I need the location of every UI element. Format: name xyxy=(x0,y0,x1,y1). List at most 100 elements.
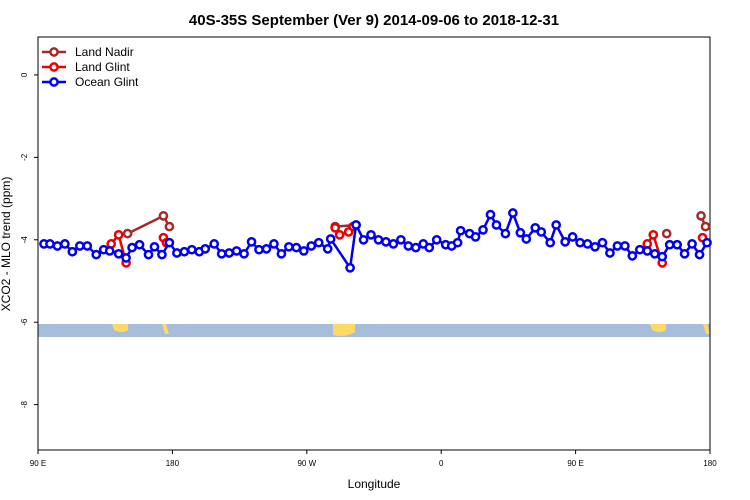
point xyxy=(254,244,264,255)
point xyxy=(164,221,175,232)
point xyxy=(246,237,257,247)
point xyxy=(664,239,675,250)
point xyxy=(388,239,399,249)
point xyxy=(127,242,137,253)
point xyxy=(424,242,435,253)
point xyxy=(702,237,712,248)
point xyxy=(322,244,333,254)
point xyxy=(661,228,672,239)
land xyxy=(162,324,169,334)
ocean-band xyxy=(38,324,710,337)
point xyxy=(642,246,653,256)
point xyxy=(452,237,463,248)
point xyxy=(291,242,302,253)
point xyxy=(82,241,93,251)
point xyxy=(634,244,645,255)
point xyxy=(649,248,660,259)
point xyxy=(597,237,608,248)
y-tick-label: -2 xyxy=(20,153,29,161)
x-tick-label: 180 xyxy=(703,459,717,468)
point xyxy=(134,239,145,250)
legend-marker xyxy=(49,62,59,72)
legend-label: Land Nadir xyxy=(75,45,134,59)
point xyxy=(575,237,585,248)
point xyxy=(104,246,115,256)
point xyxy=(431,234,442,245)
point xyxy=(679,248,690,259)
point xyxy=(45,239,55,249)
point xyxy=(620,241,630,251)
point xyxy=(687,239,697,249)
point xyxy=(149,241,160,252)
point xyxy=(657,251,668,262)
point xyxy=(121,253,131,263)
point xyxy=(470,232,481,242)
point xyxy=(269,239,279,249)
point xyxy=(381,237,391,247)
point xyxy=(694,249,705,260)
point xyxy=(276,248,287,259)
point xyxy=(113,248,124,259)
point xyxy=(179,246,190,257)
y-tick-label: -4 xyxy=(20,236,29,244)
point xyxy=(696,211,706,221)
land xyxy=(703,324,710,334)
point xyxy=(143,249,154,260)
point xyxy=(172,248,182,258)
point xyxy=(590,241,600,252)
point xyxy=(403,241,414,251)
series-line xyxy=(127,214,707,235)
point xyxy=(396,234,406,245)
point xyxy=(627,251,638,261)
point xyxy=(284,241,294,252)
point xyxy=(648,229,659,240)
point xyxy=(545,237,556,248)
point xyxy=(330,222,341,233)
point xyxy=(325,234,336,244)
point xyxy=(536,227,547,237)
point xyxy=(410,242,421,253)
point xyxy=(358,234,369,245)
x-tick-label: 90 E xyxy=(567,459,583,468)
point xyxy=(158,211,169,221)
point xyxy=(122,228,133,239)
point xyxy=(612,241,623,251)
point xyxy=(508,208,518,218)
point xyxy=(298,246,309,256)
point xyxy=(60,239,70,249)
y-axis-label: XCO2 - MLO trend (ppm) xyxy=(0,177,13,312)
point xyxy=(200,244,211,254)
x-tick-label: 90 W xyxy=(297,459,316,468)
point xyxy=(515,227,526,238)
point xyxy=(605,248,615,258)
y-tick-label: -8 xyxy=(20,401,29,409)
point xyxy=(373,234,384,245)
point xyxy=(239,248,249,259)
point xyxy=(491,220,502,230)
legend-marker xyxy=(49,77,59,87)
legend-marker xyxy=(49,47,59,57)
point xyxy=(345,262,355,273)
x-tick-label: 90 E xyxy=(30,459,46,468)
point xyxy=(521,234,532,244)
point xyxy=(186,244,197,255)
point xyxy=(672,239,682,250)
point xyxy=(157,249,167,260)
point xyxy=(700,221,711,232)
point xyxy=(91,249,102,260)
point xyxy=(52,241,63,251)
point xyxy=(261,244,272,254)
point xyxy=(551,220,562,230)
point xyxy=(164,237,175,248)
land xyxy=(333,324,355,336)
point xyxy=(582,239,593,249)
point xyxy=(67,246,78,257)
point xyxy=(334,229,345,240)
land xyxy=(650,324,666,332)
point xyxy=(113,229,124,240)
point xyxy=(500,228,511,239)
point xyxy=(306,241,317,251)
y-tick-label: -6 xyxy=(20,318,29,326)
